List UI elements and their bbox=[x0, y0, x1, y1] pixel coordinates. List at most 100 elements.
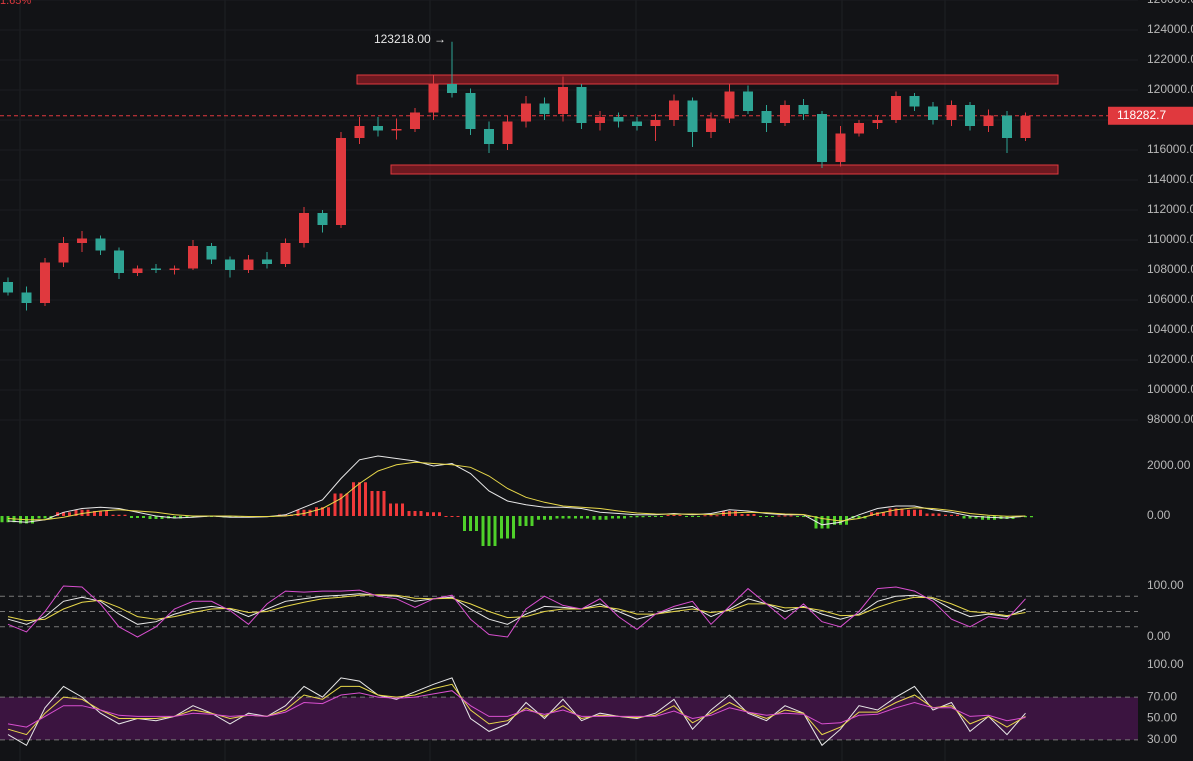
macd-histogram-bar bbox=[654, 516, 657, 517]
macd-histogram-bar bbox=[80, 509, 84, 516]
macd-histogram-bar bbox=[173, 516, 176, 519]
macd-histogram-bar bbox=[635, 516, 639, 518]
macd-histogram-bar bbox=[438, 512, 441, 516]
macd-histogram-bar bbox=[944, 514, 947, 516]
candle-body bbox=[280, 243, 291, 264]
macd-histogram-bar bbox=[302, 509, 306, 516]
macd-histogram-bar bbox=[623, 516, 626, 519]
macd-histogram-bar bbox=[598, 516, 602, 520]
macd-histogram-bar bbox=[179, 516, 182, 519]
price-zone bbox=[390, 164, 1059, 175]
candle-body bbox=[854, 123, 864, 134]
macd-histogram-bar bbox=[981, 516, 984, 520]
macd-histogram-bar bbox=[752, 514, 756, 516]
macd-histogram-bar bbox=[364, 482, 367, 516]
macd-histogram-bar bbox=[777, 515, 781, 517]
y-tick-label: 108000.00 bbox=[1147, 262, 1193, 276]
indicator-line bbox=[7, 594, 1026, 622]
macd-histogram-bar bbox=[820, 516, 824, 529]
macd-histogram-bar bbox=[691, 516, 694, 517]
macd-histogram-bar bbox=[962, 516, 966, 519]
macd-histogram-bar bbox=[555, 516, 559, 519]
last-price-box bbox=[1108, 106, 1193, 125]
macd-histogram-bar bbox=[666, 515, 670, 516]
macd-histogram-bar bbox=[876, 512, 879, 516]
macd-histogram-bar bbox=[574, 516, 577, 519]
candle-body bbox=[447, 84, 457, 93]
last-price-label: 118282.7 bbox=[1117, 108, 1166, 122]
macd-histogram-bar bbox=[937, 513, 941, 516]
macd-histogram-bar bbox=[894, 508, 898, 516]
y-tick-label: 100.00 bbox=[1147, 657, 1184, 671]
macd-histogram-bar bbox=[352, 482, 355, 516]
macd-histogram-bar bbox=[826, 516, 830, 529]
indicator-line bbox=[7, 690, 1026, 728]
y-tick-label: 0.00 bbox=[1147, 508, 1171, 522]
macd-histogram-bar bbox=[931, 513, 935, 516]
indicator-line bbox=[7, 683, 1026, 736]
macd-histogram-bar bbox=[549, 516, 552, 520]
macd-histogram-bar bbox=[148, 516, 152, 519]
macd-histogram-bar bbox=[142, 516, 145, 518]
macd-histogram-bar bbox=[493, 516, 497, 546]
macd-histogram-bar bbox=[123, 514, 127, 516]
macd-histogram-bar bbox=[561, 516, 565, 519]
macd-histogram-bar bbox=[617, 516, 620, 519]
macd-histogram-bar bbox=[789, 515, 793, 517]
macd-histogram-bar bbox=[839, 516, 842, 525]
candle-body bbox=[1020, 115, 1031, 138]
candle-body bbox=[262, 259, 272, 264]
candle-body bbox=[206, 246, 217, 260]
candle-body bbox=[558, 87, 568, 114]
macd-histogram-bar bbox=[43, 516, 47, 519]
macd-histogram-bar bbox=[709, 515, 713, 517]
macd-histogram-bar bbox=[703, 515, 707, 517]
macd-histogram-bar bbox=[925, 513, 929, 516]
candle-body bbox=[965, 105, 975, 126]
macd-histogram-bar bbox=[611, 516, 614, 519]
macd-histogram-bar bbox=[463, 516, 466, 531]
macd-histogram-bar bbox=[771, 516, 774, 517]
candle-body bbox=[373, 126, 383, 131]
y-tick-label: 30.00 bbox=[1147, 732, 1177, 746]
y-tick-label: 100.00 bbox=[1147, 578, 1184, 592]
candle-body bbox=[299, 213, 309, 243]
macd-histogram-bar bbox=[6, 516, 10, 523]
macd-histogram-bar bbox=[796, 516, 799, 517]
y-tick-label: 122000.00 bbox=[1147, 52, 1193, 66]
high-annotation: 123218.00 → bbox=[374, 32, 446, 46]
macd-histogram-bar bbox=[154, 516, 158, 519]
macd-histogram-bar bbox=[672, 515, 676, 516]
candle-body bbox=[21, 292, 32, 303]
macd-histogram-bar bbox=[500, 516, 503, 539]
candle-body bbox=[687, 100, 698, 132]
macd-histogram-bar bbox=[130, 516, 133, 518]
candle-body bbox=[946, 105, 957, 120]
macd-histogram-bar bbox=[111, 514, 115, 516]
candle-body bbox=[983, 115, 994, 126]
macd-histogram-bar bbox=[444, 516, 448, 517]
macd-histogram-bar bbox=[604, 516, 608, 520]
macd-histogram-bar bbox=[234, 516, 238, 518]
candle-body bbox=[58, 243, 69, 263]
y-tick-label: 124000.00 bbox=[1147, 22, 1193, 36]
macd-histogram-bar bbox=[537, 516, 540, 520]
candle-body bbox=[465, 93, 476, 129]
macd-histogram-bar bbox=[401, 503, 404, 516]
candle-body bbox=[169, 268, 180, 270]
candle-body bbox=[188, 246, 198, 269]
candle-body bbox=[872, 120, 883, 123]
macd-histogram-bar bbox=[814, 516, 818, 529]
y-tick-label: 70.00 bbox=[1147, 689, 1177, 703]
macd-histogram-bar bbox=[746, 514, 750, 516]
macd-histogram-bar bbox=[426, 512, 429, 516]
y-tick-label: 104000.00 bbox=[1147, 322, 1193, 336]
macd-histogram-bar bbox=[629, 516, 633, 518]
macd-histogram-bar bbox=[358, 482, 361, 516]
macd-histogram-bar bbox=[968, 516, 972, 519]
macd-histogram-bar bbox=[592, 516, 596, 520]
macd-histogram-bar bbox=[469, 516, 472, 531]
macd-histogram-bar bbox=[339, 493, 343, 516]
macd-histogram-bar bbox=[475, 516, 478, 531]
macd-histogram-bar bbox=[648, 516, 651, 517]
